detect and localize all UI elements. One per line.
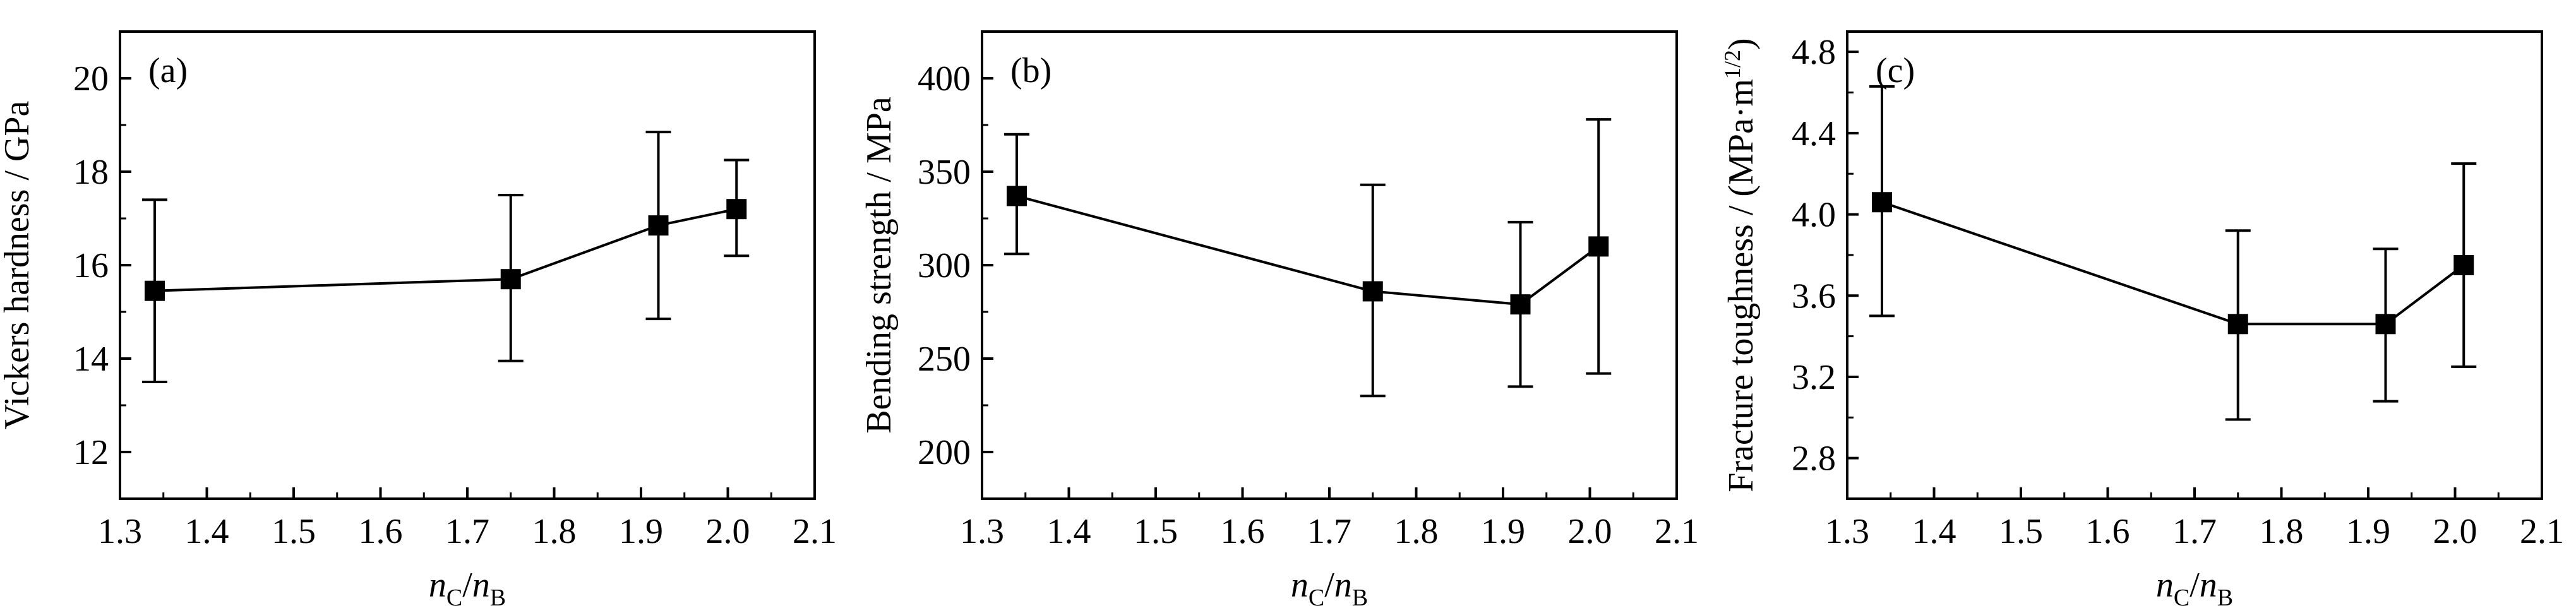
x-tick-label: 1.5 [272,512,316,551]
x-axis-label-n: n [472,566,490,605]
x-tick-label: 2.1 [1655,512,1699,551]
y-axis-label-main: Fracture toughness / (MPa·m [1722,79,1761,492]
plot-frame [119,30,816,500]
y-tick-label: 250 [918,340,971,379]
y-tick-label: 350 [918,153,971,192]
data-point-marker [648,215,669,236]
x-tick-label: 2.0 [1568,512,1612,551]
x-tick-label: 1.9 [1481,512,1525,551]
x-tick-label: 1.6 [359,512,403,551]
x-axis-label-n: n [1334,566,1352,605]
x-axis-label-slash: / [1324,566,1334,605]
y-tick-label: 14 [73,340,109,379]
x-tick-label: 1.8 [2260,512,2304,551]
x-tick-label: 1.4 [1047,512,1091,551]
y-axis-label: Bending strength / MPa [860,97,899,434]
data-point-marker [2453,255,2474,275]
x-axis-label-subscript: C [1309,585,1324,611]
series-line [1881,201,2465,326]
data-point-marker [1510,294,1531,315]
y-axis-label-superscript: 1/2 [1720,50,1745,79]
x-tick-label: 2.1 [793,512,837,551]
chart-panel-2: 1.3 1.4 1.5 1.6 1.7 1.8 1.9 2.0 2.1 200 250 300 350 4… [860,30,1699,611]
x-tick-label: 1.4 [185,512,229,551]
x-tick-label: 1.7 [445,512,489,551]
data-point-marker [2227,314,2248,335]
y-tick-label: 200 [918,433,971,472]
x-axis-label-n: n [1291,566,1309,605]
x-tick-label: 1.9 [2346,512,2390,551]
data-point-marker [1588,236,1609,257]
x-axis-label-n: n [429,566,446,605]
x-tick-label: 1.5 [1999,512,2043,551]
data-point-marker [1872,192,1892,213]
y-tick-label: 20 [73,59,109,98]
x-axis-label-slash: / [462,566,472,605]
x-tick-label: 1.7 [2172,512,2217,551]
y-tick-label: 3.6 [1792,277,1836,316]
data-point-marker [1362,281,1383,302]
y-axis-label-close: ) [1722,38,1761,50]
series-line [1016,194,1600,306]
y-tick-label: 4.8 [1792,33,1836,72]
data-point-marker [726,199,747,220]
x-tick-label: 1.5 [1134,512,1178,551]
plot-frame [1846,30,2543,500]
y-axis-label: Vickers hardness / GPa [0,100,37,429]
data-point-marker [1007,186,1027,206]
panel-label: (a) [148,51,188,90]
data-point-marker [145,280,165,301]
y-tick-label: 12 [73,433,109,472]
x-tick-label: 1.8 [1394,512,1439,551]
x-axis-label-subscript: B [1352,585,1368,611]
x-axis-label: nC/nB [1291,566,1368,611]
x-tick-label: 1.6 [1221,512,1265,551]
y-tick-label: 2.8 [1792,439,1836,479]
x-axis-label: nC/nB [429,566,506,611]
y-axis-label: Fracture toughness / (MPa·m1/2) [1720,38,1761,492]
x-tick-label: 1.3 [98,512,142,551]
y-tick-label: 16 [73,246,109,285]
x-tick-label: 1.9 [619,512,663,551]
x-axis-label-subscript: B [2217,585,2233,611]
y-tick-label: 300 [918,246,971,285]
x-axis-label-subscript: B [490,585,506,611]
x-tick-label: 1.6 [2086,512,2130,551]
y-tick-label: 4.4 [1792,114,1836,153]
y-tick-label: 18 [73,153,109,192]
panel-label: (b) [1010,51,1051,90]
y-tick-label: 3.2 [1792,358,1836,397]
x-tick-label: 2.0 [706,512,750,551]
chart-panel-3: 1.3 1.4 1.5 1.6 1.7 1.8 1.9 2.0 2.1 2.8 3.2 3.6 4.0 4… [1720,30,2564,611]
x-axis-label: nC/nB [2156,566,2233,611]
y-tick-label: 400 [918,59,971,98]
x-axis-label-n: n [2156,566,2174,605]
x-tick-label: 1.3 [1825,512,1869,551]
x-axis-label-n: n [2200,566,2217,605]
series-line [154,208,737,292]
data-point-marker [500,269,521,290]
panel-label: (c) [1876,51,1915,90]
x-axis-label-slash: / [2190,566,2200,605]
x-axis-label-subscript: C [446,585,462,611]
y-tick-label: 4.0 [1792,196,1836,235]
x-tick-label: 2.0 [2433,512,2477,551]
x-tick-label: 1.8 [532,512,577,551]
x-axis-label-subscript: C [2174,585,2190,611]
chart-panel-1: 1.3 1.4 1.5 1.6 1.7 1.8 1.9 2.0 2.1 12 14 16 18 20 (a)… [0,30,837,611]
x-tick-label: 2.1 [2520,512,2564,551]
data-point-marker [2375,314,2396,335]
x-tick-label: 1.3 [960,512,1004,551]
x-tick-label: 1.4 [1912,512,1956,551]
x-tick-label: 1.7 [1307,512,1351,551]
